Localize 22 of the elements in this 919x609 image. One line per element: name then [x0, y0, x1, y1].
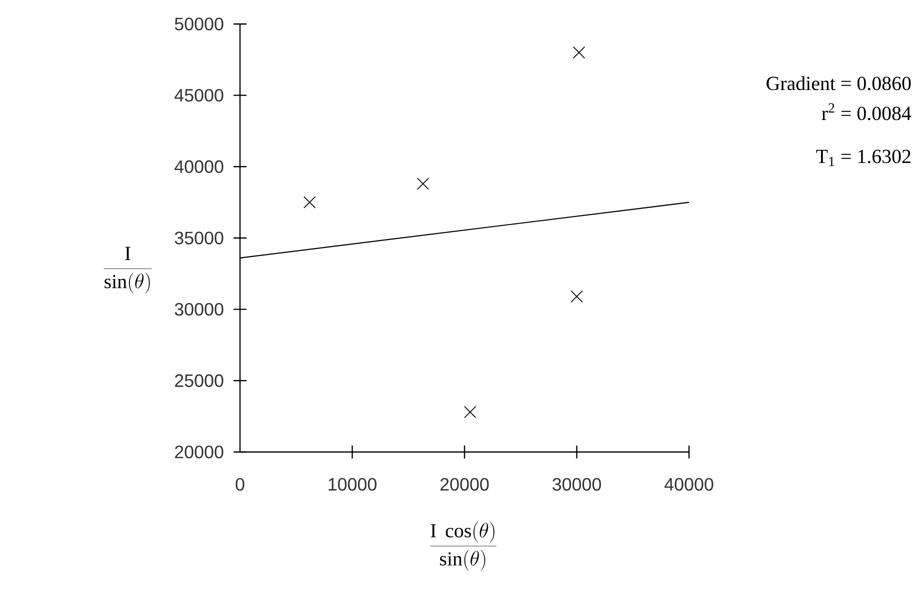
- y-tick-label: 45000: [174, 88, 224, 102]
- point: [304, 196, 316, 208]
- y-axis-title: $\frac{\mathrm{I}}{\sin(\theta)}$: [104, 246, 152, 294]
- x-tick-label: 20000: [440, 478, 489, 491]
- y-tick-label: 40000: [174, 160, 224, 173]
- y-tick-label: 30000: [174, 302, 224, 316]
- x-tick-label: 40000: [664, 478, 714, 491]
- x-tick-label: 0: [236, 478, 244, 491]
- x-tick-label: 30000: [552, 478, 601, 491]
- text: Gradient = 0.0860: [766, 76, 911, 90]
- point: [570, 290, 583, 303]
- point: [572, 46, 586, 59]
- y-tick-label: 35000: [174, 232, 224, 244]
- point: [416, 178, 430, 190]
- point: [464, 406, 476, 418]
- text: r$^{2}$ = 0.0084: [822, 103, 912, 120]
- x-axis-title: $\frac{\mathrm{I}\ \cos(\theta)}{\sin(\theta)}$: [430, 522, 496, 571]
- y-tick-label: 20000: [175, 446, 224, 458]
- x-tick-label: 10000: [328, 478, 376, 491]
- y-tick-label: 50000: [174, 18, 224, 30]
- text: T$_{1}$ = 1.6302: [816, 150, 910, 166]
- y-tick-label: 25000: [175, 374, 224, 387]
